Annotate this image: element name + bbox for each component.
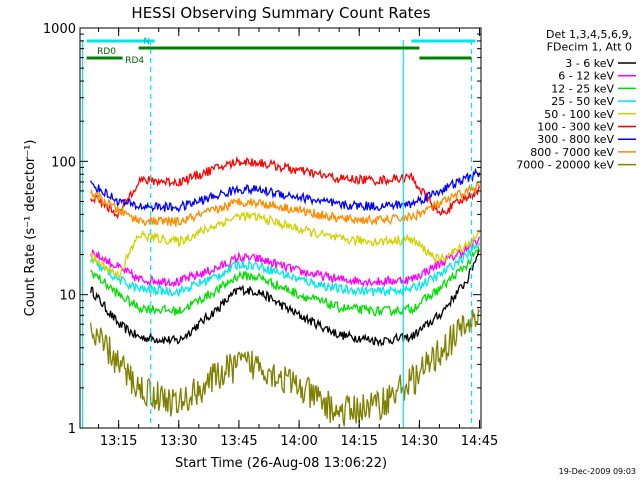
x-tick-label: 14:00	[280, 434, 317, 449]
x-tick-label: 13:30	[160, 434, 197, 449]
x-tick-label: 13:15	[100, 434, 137, 449]
legend-entry-label: 50 - 100 keV	[544, 108, 614, 121]
legend-entry-label: 300 - 800 keV	[537, 133, 614, 146]
annotation-n: N	[143, 37, 150, 47]
annotation-rd0: RD0	[97, 47, 116, 57]
legend-entry-label: 25 - 50 keV	[551, 95, 614, 108]
y-tick-label: 100	[51, 155, 76, 170]
series-line-25-50-kev	[90, 242, 481, 297]
x-tick-label: 14:45	[461, 434, 498, 449]
x-tick-label: 14:30	[401, 434, 438, 449]
legend-entry-label: 800 - 7000 keV	[530, 146, 614, 159]
legend-entry-label: 6 - 12 keV	[558, 70, 614, 83]
legend-header-line: FDecim 1, Att 0	[547, 41, 632, 54]
series-line-800-7000-kev	[90, 181, 480, 227]
y-tick-label: 10	[59, 289, 76, 304]
legend-entry-label: 100 - 300 keV	[537, 121, 614, 134]
chart-title: HESSI Observing Summary Count Rates	[131, 4, 430, 22]
axis-layer: 13:15 13:30 13:45 14:00 14:15 14:30 14:45 1 10 10…	[43, 22, 498, 449]
legend-header-line: Det 1,3,4,5,6,9,	[546, 28, 632, 41]
series-line-7000-20000-kev	[89, 308, 481, 427]
footer-timestamp: 19-Dec-2009 09:03	[559, 467, 636, 476]
series-line-300-800-kev	[90, 167, 481, 213]
x-axis-label: Start Time (26-Aug-08 13:06:22)	[175, 456, 387, 471]
legend-entry-label: 12 - 25 keV	[551, 82, 614, 95]
series-line-50-100-kev	[89, 210, 480, 280]
y-axis-label: Count Rate (s⁻¹ detector⁻¹)	[23, 140, 38, 317]
legend: Det 1,3,4,5,6,9,FDecim 1, Att 0 3 - 6 keV…	[516, 28, 636, 172]
series-line-12-25-kev	[90, 246, 481, 317]
x-tick-label: 14:15	[340, 434, 377, 449]
y-tick-label: 1	[68, 422, 76, 437]
annotation-rd4: RD4	[125, 56, 144, 66]
series-line-100-300-kev	[90, 155, 481, 220]
y-tick-label: 1000	[43, 22, 76, 37]
series-line-3-6-kev	[89, 249, 480, 348]
series-layer	[89, 155, 481, 427]
marker-layer: N RD0 RD4	[81, 37, 476, 428]
x-tick-label: 13:45	[220, 434, 257, 449]
plot-frame	[79, 27, 482, 429]
series-line-6-12-kev	[89, 236, 481, 288]
legend-entry-label: 7000 - 20000 keV	[516, 159, 614, 172]
legend-entry-label: 3 - 6 keV	[565, 57, 614, 70]
